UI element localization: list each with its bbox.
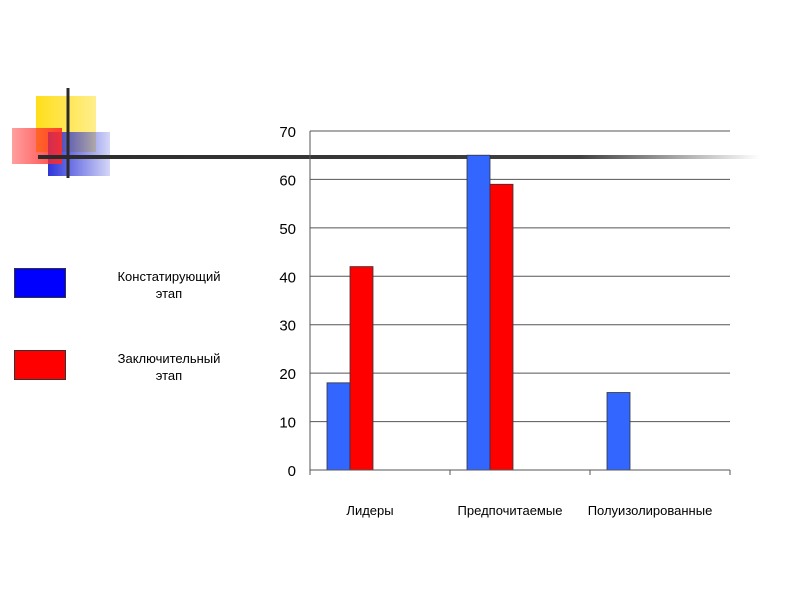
axes xyxy=(309,131,731,475)
gridlines xyxy=(310,130,730,423)
legend-swatch xyxy=(14,350,66,380)
legend-swatch xyxy=(14,268,66,298)
y-tick-label: 10 xyxy=(279,415,296,432)
legend-label: Констатирующий этап xyxy=(117,269,221,301)
legend-item-series1: Констатирующий этап xyxy=(14,268,244,308)
y-axis-ticks: 0 10 20 30 40 50 60 70 xyxy=(279,124,296,480)
bar-series1-0 xyxy=(326,382,351,471)
bar-series1-2 xyxy=(606,392,631,471)
y-tick-label: 60 xyxy=(279,172,296,189)
y-tick-label: 0 xyxy=(288,463,296,480)
deco-horizontal-line xyxy=(38,155,760,159)
bars xyxy=(326,154,631,471)
bar-series2-1 xyxy=(489,183,514,471)
x-category-label: Лидеры xyxy=(346,503,393,518)
y-tick-label: 70 xyxy=(279,124,296,141)
legend-label: Заключительный этап xyxy=(117,351,221,383)
x-category-label: Полуизолированные xyxy=(588,503,713,518)
y-tick-label: 20 xyxy=(279,366,296,383)
bar-series1-1 xyxy=(466,154,491,471)
y-tick-label: 30 xyxy=(279,318,296,335)
bar-series2-0 xyxy=(349,266,374,471)
y-tick-label: 50 xyxy=(279,221,296,238)
x-category-label: Предпочитаемые xyxy=(458,503,563,518)
category-labels: Лидеры Предпочитаемые Полуизолированные xyxy=(346,503,712,518)
y-tick-label: 40 xyxy=(279,269,296,286)
legend-item-series2: Заключительный этап xyxy=(14,350,244,390)
